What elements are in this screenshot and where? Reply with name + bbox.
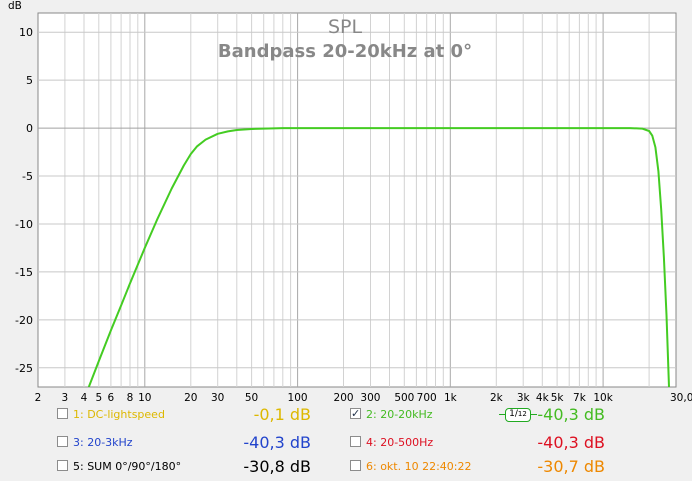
- legend-checkbox-6[interactable]: [350, 460, 361, 471]
- x-tick-label: 4: [81, 392, 88, 404]
- x-tick-label: 5k: [551, 392, 565, 404]
- x-tick-label: 300: [360, 392, 380, 404]
- legend-value-4: -40,3 dB: [537, 433, 605, 452]
- smoothing-denominator: 12: [517, 410, 527, 418]
- x-tick-label: 2: [35, 392, 42, 404]
- legend-label-1: 1: DC-lightspeed: [73, 408, 165, 421]
- legend: 1: DC-lightspeed -0,1 dB 2: 20-20kHz 1/1…: [45, 404, 685, 481]
- x-tick-label: 3k: [517, 392, 531, 404]
- legend-value-5: -30,8 dB: [243, 457, 311, 476]
- legend-label-3: 3: 20-3kHz: [73, 436, 133, 449]
- legend-checkbox-2[interactable]: [350, 404, 361, 424]
- x-tick-label: 100: [288, 392, 308, 404]
- x-tick-label: 1k: [444, 392, 458, 404]
- y-tick-label: -25: [15, 362, 33, 375]
- y-tick-label: 5: [26, 74, 33, 87]
- legend-value-2: -40,3 dB: [537, 405, 605, 424]
- y-tick-label: -5: [22, 170, 33, 183]
- plot-area: [37, 12, 677, 388]
- chart-title: SPL: [328, 16, 363, 38]
- x-axis: 2 3 4 5 6 8 10 20 30 50 100 200 300 500 700 1k 2k 3k 4k 5k 7…: [35, 392, 692, 404]
- x-tick-label: 20: [184, 392, 197, 404]
- legend-label-5: 5: SUM 0°/90°/180°: [73, 460, 182, 473]
- y-axis: 10 5 0 -5 -10 -15 -20 -25: [15, 26, 33, 375]
- x-tick-label: 500: [394, 392, 414, 404]
- legend-checkbox-5[interactable]: [57, 460, 68, 471]
- x-tick-label: 700: [417, 392, 437, 404]
- y-tick-label: -10: [15, 218, 33, 231]
- legend-value-1: -0,1 dB: [253, 405, 311, 424]
- legend-checkbox-3[interactable]: [57, 436, 68, 447]
- legend-value-3: -40,3 dB: [243, 433, 311, 452]
- series-line-1: [87, 127, 670, 387]
- legend-row: 1: DC-lightspeed -0,1 dB 2: 20-20kHz 1/1…: [45, 404, 685, 425]
- smoothing-badge[interactable]: 1/12: [499, 408, 537, 422]
- x-tick-label: 2k: [490, 392, 504, 404]
- x-tick-label: 30,0k Hz: [670, 392, 692, 404]
- legend-label-6: 6: okt. 10 22:40:22: [366, 460, 472, 473]
- x-tick-label: 8: [127, 392, 134, 404]
- legend-label-2: 2: 20-20kHz: [366, 408, 433, 421]
- x-tick-label: 7k: [573, 392, 587, 404]
- legend-checkbox-4[interactable]: [350, 436, 361, 447]
- y-axis-label: dB: [8, 0, 22, 12]
- x-tick-label: 5: [95, 392, 102, 404]
- y-tick-label: 0: [26, 122, 33, 135]
- x-tick-label: 3: [62, 392, 69, 404]
- x-tick-label: 4k: [536, 392, 550, 404]
- legend-row: 5: SUM 0°/90°/180° -30,8 dB 6: okt. 10 2…: [45, 457, 685, 477]
- y-tick-label: -15: [15, 266, 33, 279]
- legend-checkbox-1[interactable]: [57, 408, 68, 419]
- series-group: [87, 127, 670, 387]
- legend-value-6: -30,7 dB: [537, 457, 605, 476]
- x-tick-label: 10: [138, 392, 151, 404]
- smoothing-numerator: 1: [509, 409, 515, 419]
- legend-label-4: 4: 20-500Hz: [366, 436, 434, 449]
- x-tick-label: 30: [211, 392, 224, 404]
- x-tick-label: 6: [108, 392, 115, 404]
- x-tick-label: 50: [245, 392, 258, 404]
- chart-subtitle: Bandpass 20-20kHz at 0°: [218, 41, 472, 62]
- y-tick-label: -20: [15, 314, 33, 327]
- x-tick-label: 10k: [593, 392, 613, 404]
- x-tick-label: 200: [334, 392, 354, 404]
- legend-row: 3: 20-3kHz -40,3 dB 4: 20-500Hz -40,3 dB: [45, 433, 685, 453]
- y-tick-label: 10: [19, 26, 33, 39]
